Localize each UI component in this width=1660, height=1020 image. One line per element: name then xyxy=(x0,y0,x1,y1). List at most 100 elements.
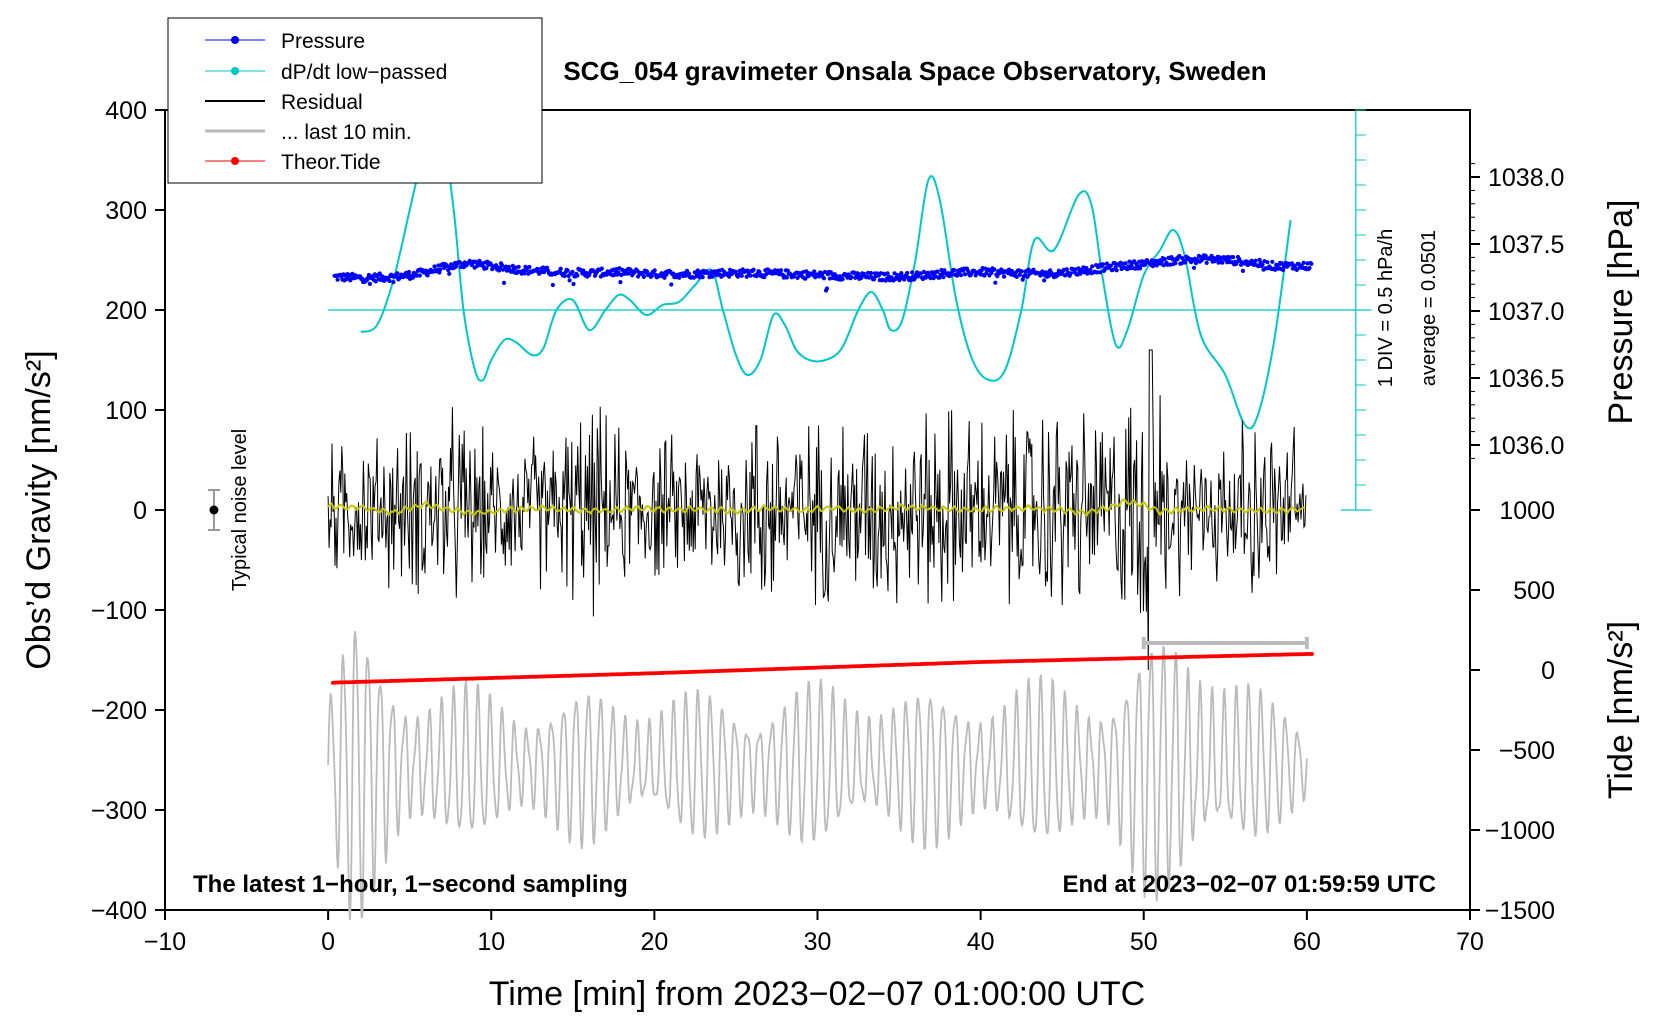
pressure-point xyxy=(902,277,907,282)
pressure-point xyxy=(599,266,604,271)
x-tick-label: −10 xyxy=(144,928,186,956)
x-tick-label: 50 xyxy=(1130,928,1158,956)
left-tick-label: −400 xyxy=(91,897,147,925)
pressure-point xyxy=(1114,268,1119,273)
pressure-point xyxy=(445,263,450,269)
left-axis-title: Obs’d Gravity [nm/s²] xyxy=(20,350,58,669)
pressure-point xyxy=(710,274,715,279)
x-tick-label: 70 xyxy=(1456,928,1484,956)
pressure-point xyxy=(849,275,854,280)
pressure-point xyxy=(803,276,808,281)
pressure-point xyxy=(501,280,507,285)
pressure-point xyxy=(1014,274,1019,279)
pressure-point xyxy=(817,274,822,279)
pressure-point xyxy=(447,271,452,276)
pressure-point xyxy=(1240,268,1245,273)
pressure-point xyxy=(484,266,489,271)
dpdt-scale-axis xyxy=(328,109,1372,511)
legend-label-pressure: Pressure xyxy=(281,30,365,53)
legend-label-dpdt: dP/dt low−passed xyxy=(281,61,447,84)
pressure-point xyxy=(1294,267,1299,272)
pressure-point xyxy=(567,278,572,283)
pressure-point xyxy=(952,268,957,273)
pressure-point xyxy=(550,282,556,288)
residual-series xyxy=(327,349,1307,671)
pressure-axis-ticks: 1036.0 1036.5 1037.0 1037.5 1038.0 xyxy=(1470,163,1564,460)
pressure-point xyxy=(1100,262,1106,267)
pressure-point xyxy=(1220,260,1225,265)
pressure-point xyxy=(669,282,674,287)
pressure-point xyxy=(955,273,960,278)
pressure-point xyxy=(923,275,928,280)
pressure-point xyxy=(962,272,968,277)
tide-point xyxy=(1309,652,1314,656)
pressure-point xyxy=(921,269,927,274)
residual-line xyxy=(327,349,1307,671)
pressure-point xyxy=(406,269,412,275)
pressure-point xyxy=(1173,261,1178,266)
pressure-point xyxy=(535,266,540,271)
tide-axis-title: Tide [nm/s²] xyxy=(1602,621,1640,799)
pressure-point xyxy=(1177,253,1182,259)
x-tick-label: 60 xyxy=(1293,928,1321,956)
pressure-point xyxy=(335,277,340,282)
legend-marker-tide xyxy=(231,157,239,165)
tide-tick-label: −1000 xyxy=(1485,817,1555,845)
pressure-point xyxy=(762,275,767,280)
pressure-series xyxy=(332,253,1314,293)
pressure-point xyxy=(751,267,756,272)
legend-marker-dpdt xyxy=(231,67,239,75)
pressure-tick-label: 1036.0 xyxy=(1488,432,1564,460)
pressure-axis-title: Pressure [hPa] xyxy=(1602,200,1640,425)
dpdt-average-label: average = 0.0501 xyxy=(1418,230,1440,386)
pressure-point xyxy=(757,269,762,274)
pressure-point xyxy=(727,274,732,279)
pressure-point xyxy=(905,270,910,276)
pressure-point xyxy=(391,280,396,285)
pressure-point xyxy=(1301,260,1306,265)
pressure-point xyxy=(824,286,830,291)
tide-series xyxy=(331,652,1314,685)
pressure-point xyxy=(784,275,789,280)
left-tick-label: 300 xyxy=(105,197,147,225)
pressure-point xyxy=(744,274,749,279)
dpdt-series xyxy=(360,113,1292,430)
legend-item-dpdt: dP/dt low−passed xyxy=(205,61,447,84)
pressure-point xyxy=(652,268,657,273)
pressure-tick-label: 1037.5 xyxy=(1488,231,1564,259)
pressure-point xyxy=(1162,257,1167,262)
pressure-point xyxy=(562,273,567,279)
left-tick-label: −200 xyxy=(91,697,147,725)
pressure-point xyxy=(571,281,576,287)
pressure-point xyxy=(425,273,430,278)
pressure-point xyxy=(739,273,744,278)
legend-item-last10: ... last 10 min. xyxy=(205,121,412,144)
pressure-point xyxy=(748,273,753,278)
pressure-point xyxy=(662,275,667,280)
pressure-point xyxy=(1226,254,1231,260)
pressure-point xyxy=(695,268,700,273)
pressure-point xyxy=(641,274,647,279)
pressure-point xyxy=(506,264,511,269)
pressure-point xyxy=(1064,267,1069,272)
pressure-point xyxy=(821,276,827,281)
pressure-point xyxy=(575,273,580,278)
pressure-point xyxy=(417,273,422,278)
pressure-point xyxy=(1281,267,1286,273)
x-axis-title: Time [min] from 2023−02−07 01:00:00 UTC xyxy=(489,975,1145,1013)
pressure-point xyxy=(1159,259,1164,264)
pressure-tick-label: 1038.0 xyxy=(1488,164,1564,192)
pressure-point xyxy=(644,269,650,274)
pressure-point xyxy=(1191,265,1197,270)
pressure-point xyxy=(527,264,532,270)
pressure-point xyxy=(522,271,527,276)
pressure-point xyxy=(649,273,654,279)
pressure-point xyxy=(733,269,739,274)
pressure-point xyxy=(1090,264,1095,269)
x-tick-label: 10 xyxy=(477,928,505,956)
pressure-point xyxy=(367,281,372,286)
legend: Pressure dP/dt low−passed Residual ... l… xyxy=(167,17,543,184)
legend-item-tide: Theor.Tide xyxy=(205,151,381,174)
tide-tick-label: −500 xyxy=(1499,737,1555,765)
